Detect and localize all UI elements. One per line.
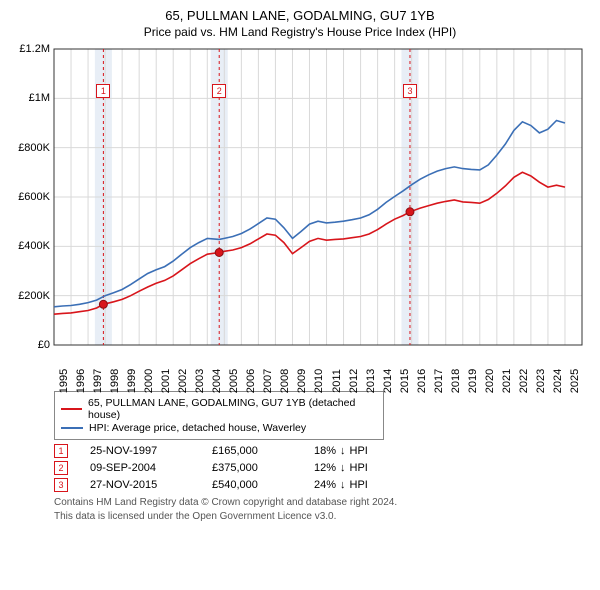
x-tick-label: 1996 [75,369,87,393]
event-row: 2 09-SEP-2004 £375,000 12% ↓ HPI [54,461,588,475]
x-tick-label: 2009 [296,369,308,393]
copyright-line: Contains HM Land Registry data © Crown c… [54,496,588,510]
event-badge: 3 [54,478,68,492]
x-tick-label: 2011 [331,369,343,393]
x-tick-label: 2008 [279,369,291,393]
chart-area: £0£200K£400K£600K£800K£1M£1.2M1995199619… [12,45,588,385]
event-price: £375,000 [212,462,292,474]
x-tick-label: 2016 [416,369,428,393]
down-arrow-icon: ↓ [340,445,346,457]
y-tick-label: £200K [18,290,50,302]
event-date: 25-NOV-1997 [90,445,190,457]
x-tick-label: 2000 [143,369,155,393]
y-tick-label: £400K [18,240,50,252]
copyright-line: This data is licensed under the Open Gov… [54,510,588,524]
event-badge: 1 [54,444,68,458]
event-delta: 18% ↓ HPI [314,445,368,457]
y-tick-label: £1M [29,92,50,104]
event-row: 1 25-NOV-1997 £165,000 18% ↓ HPI [54,444,588,458]
x-tick-label: 2015 [399,369,411,393]
legend-label: 65, PULLMAN LANE, GODALMING, GU7 1YB (de… [88,397,377,421]
x-tick-label: 2024 [552,369,564,393]
x-tick-label: 1998 [109,369,121,393]
x-tick-label: 2019 [467,369,479,393]
events-table: 1 25-NOV-1997 £165,000 18% ↓ HPI 2 09-SEP-200… [54,444,588,492]
y-tick-label: £800K [18,142,50,154]
down-arrow-icon: ↓ [340,479,346,491]
event-delta: 24% ↓ HPI [314,479,368,491]
event-price: £165,000 [212,445,292,457]
y-tick-label: £600K [18,191,50,203]
x-tick-label: 2003 [194,369,206,393]
x-tick-label: 2001 [160,369,172,393]
event-date: 27-NOV-2015 [90,479,190,491]
legend: 65, PULLMAN LANE, GODALMING, GU7 1YB (de… [54,391,384,440]
x-tick-label: 2021 [501,369,513,393]
y-tick-label: £0 [38,339,50,351]
x-tick-label: 2020 [484,369,496,393]
down-arrow-icon: ↓ [340,462,346,474]
legend-item: HPI: Average price, detached house, Wave… [61,422,377,434]
x-tick-label: 2010 [313,369,325,393]
x-tick-label: 2005 [228,369,240,393]
chart-container: 65, PULLMAN LANE, GODALMING, GU7 1YB Pri… [0,0,600,529]
legend-swatch [61,408,82,410]
legend-swatch [61,427,83,429]
x-tick-label: 1995 [58,369,70,393]
event-badge: 3 [403,84,417,98]
x-tick-label: 2007 [262,369,274,393]
x-tick-label: 2013 [365,369,377,393]
x-tick-label: 2018 [450,369,462,393]
event-date: 09-SEP-2004 [90,462,190,474]
copyright: Contains HM Land Registry data © Crown c… [54,496,588,523]
chart-title: 65, PULLMAN LANE, GODALMING, GU7 1YB [12,8,588,23]
event-delta: 12% ↓ HPI [314,462,368,474]
legend-item: 65, PULLMAN LANE, GODALMING, GU7 1YB (de… [61,397,377,421]
x-tick-label: 2014 [382,369,394,393]
x-tick-label: 2023 [535,369,547,393]
x-tick-label: 2012 [348,369,360,393]
x-tick-label: 1999 [126,369,138,393]
y-tick-label: £1.2M [19,43,50,55]
event-badge: 2 [54,461,68,475]
chart-subtitle: Price paid vs. HM Land Registry's House … [12,25,588,39]
x-tick-label: 2017 [433,369,445,393]
x-tick-label: 2002 [177,369,189,393]
x-tick-label: 2004 [211,369,223,393]
x-tick-label: 2006 [245,369,257,393]
event-row: 3 27-NOV-2015 £540,000 24% ↓ HPI [54,478,588,492]
event-badge: 2 [212,84,226,98]
event-badge: 1 [96,84,110,98]
x-tick-label: 1997 [92,369,104,393]
x-tick-label: 2022 [518,369,530,393]
event-price: £540,000 [212,479,292,491]
legend-label: HPI: Average price, detached house, Wave… [89,422,306,434]
x-tick-label: 2025 [569,369,581,393]
